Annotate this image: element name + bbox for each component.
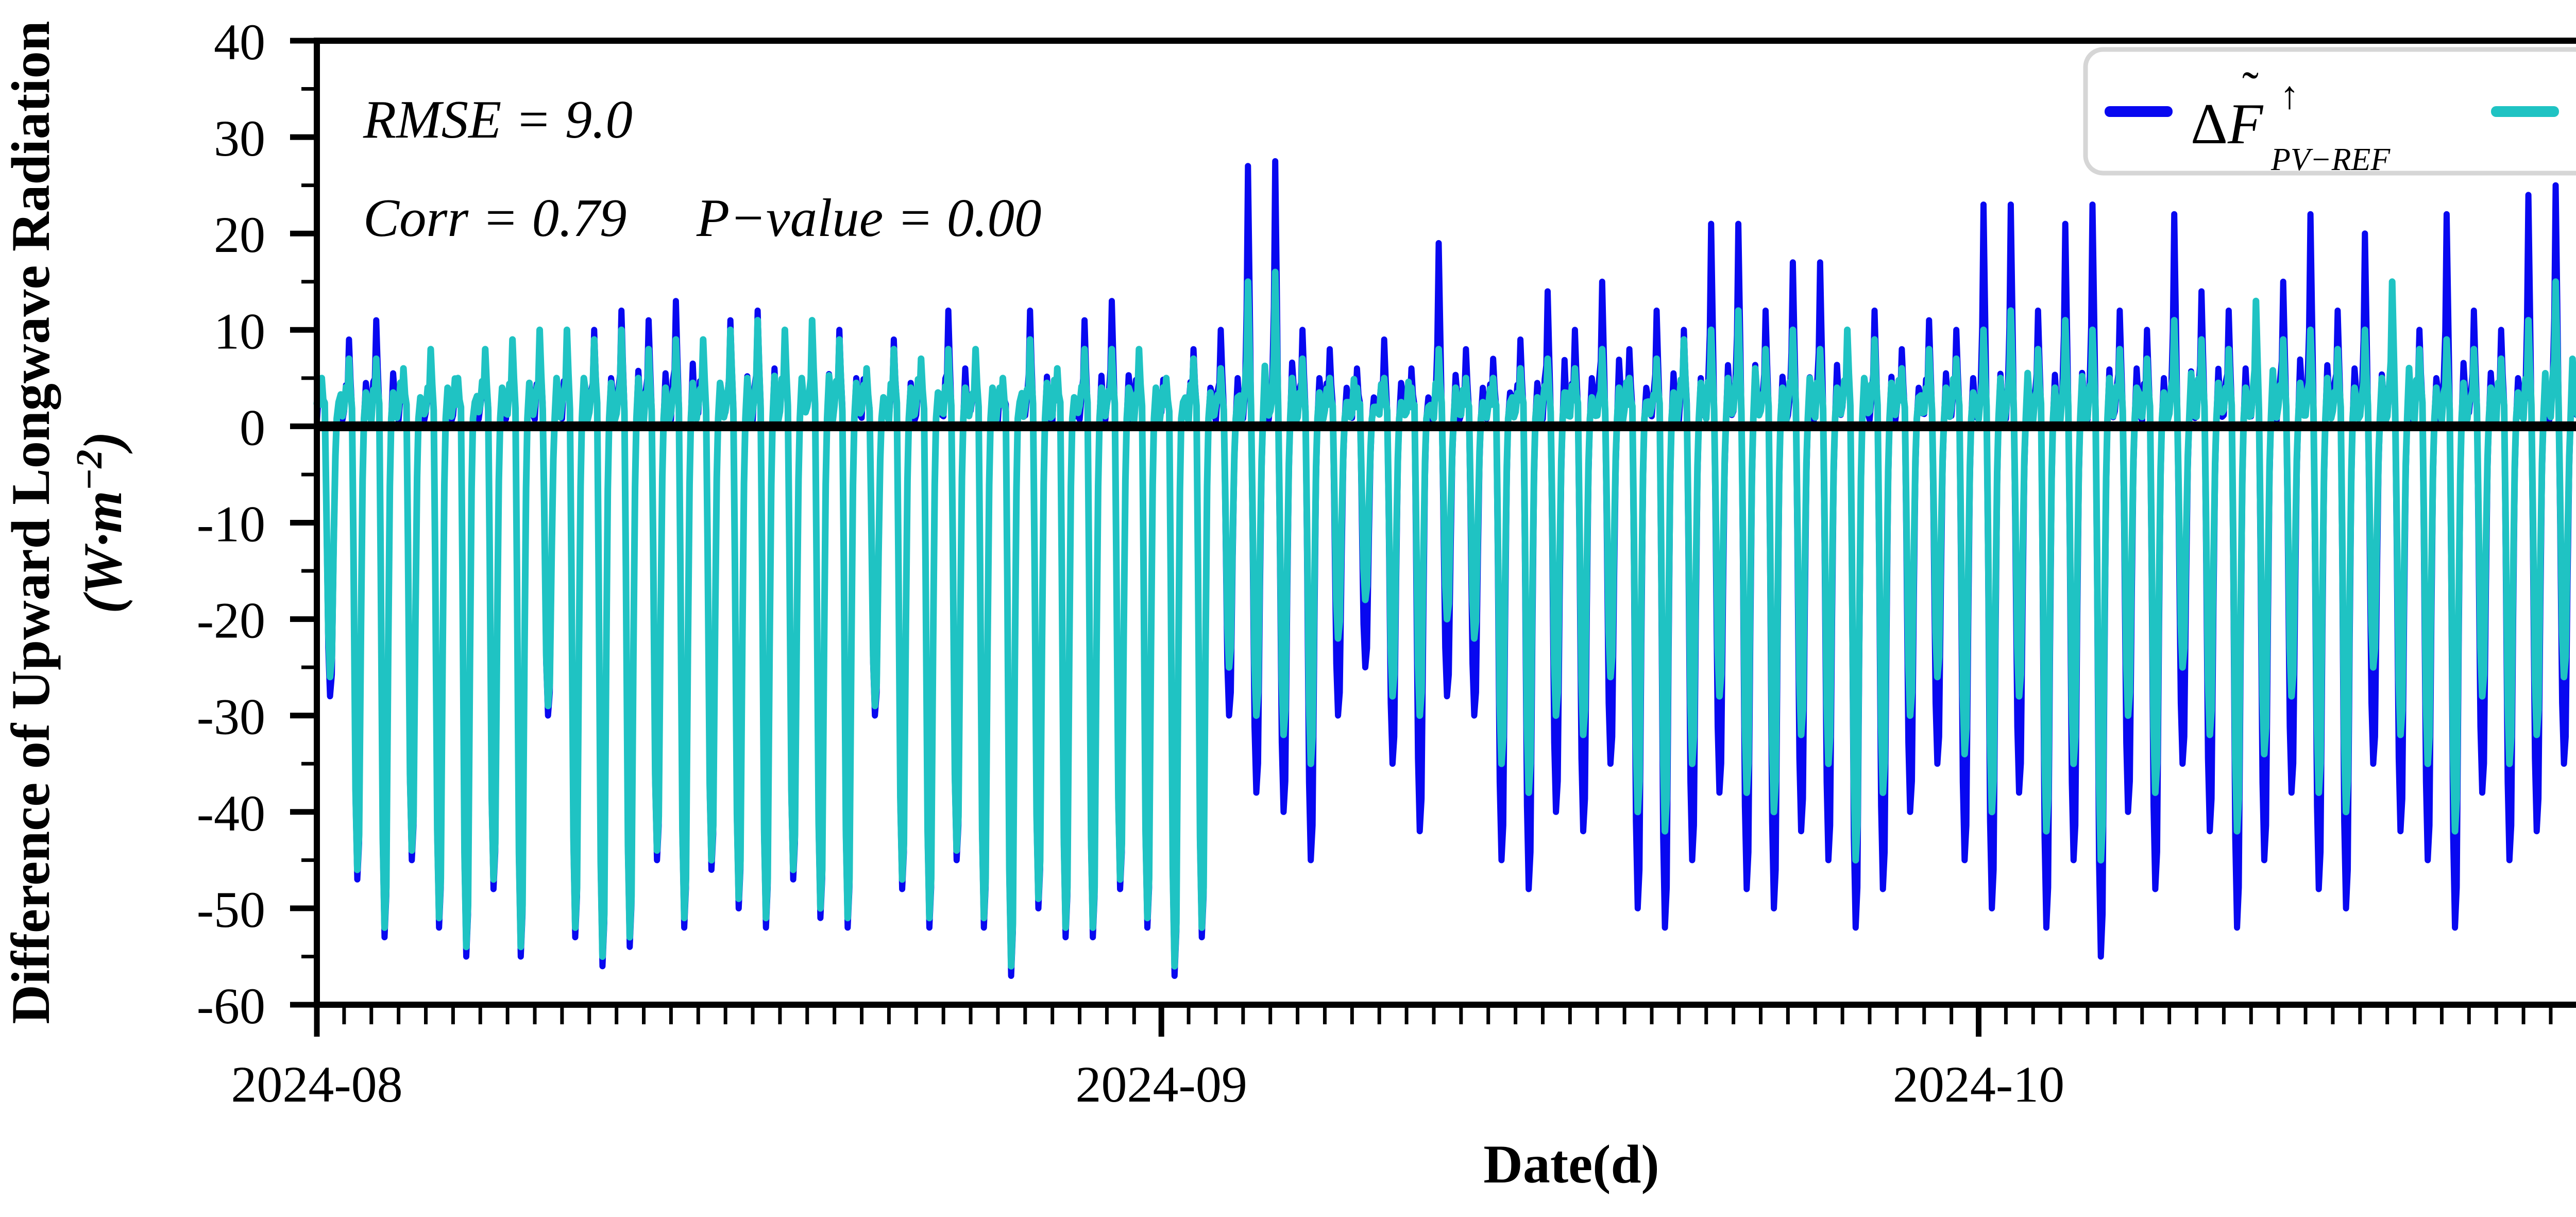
legend: ΔF ˜ ↑ PV−REF ΔF ↑ PV−REF: [2083, 47, 2576, 177]
y-tick-label: 40: [214, 13, 265, 71]
y-axis-tick-labels: 40 30 20 10 0 -10 -20 -30 -40 -50 -60: [197, 13, 265, 1035]
y-tick-label: -50: [197, 881, 265, 938]
legend-label-series1-arrow: ↑: [2280, 74, 2299, 117]
legend-swatch-series1: [2105, 106, 2173, 117]
corr-annotation: Corr = 0.79: [363, 188, 626, 248]
rmse-annotation: RMSE = 9.0: [363, 89, 633, 149]
y-tick-label: -10: [197, 496, 265, 553]
y-tick-label: 20: [214, 206, 265, 263]
legend-label-series1: ΔF: [2191, 92, 2264, 156]
x-tick-label: 2024-10: [1893, 1056, 2064, 1113]
pvalue-annotation: P−value = 0.00: [696, 188, 1041, 248]
x-axis-major-ticks: [314, 1005, 1982, 1037]
x-axis-title: Date(d): [1483, 1134, 1659, 1194]
x-tick-label: 2024-09: [1076, 1056, 1247, 1113]
y-tick-label: 10: [214, 302, 265, 360]
line-series-delta_F_up_PV_REF: [313, 268, 2576, 970]
y-tick-label: -20: [197, 592, 265, 649]
series-lines: [313, 158, 2576, 979]
y-tick-label: -60: [197, 977, 265, 1035]
x-tick-label: 2024-08: [231, 1056, 402, 1113]
legend-box: [2083, 47, 2576, 176]
y-axis-title-line1: Difference of Upward Longwave Radiation: [1, 21, 61, 1024]
y-tick-label: 30: [214, 110, 265, 167]
x-axis-minor-ticks: [342, 1005, 2553, 1024]
y-tick-label: -40: [197, 785, 265, 842]
y-axis-major-ticks: [290, 38, 317, 1008]
x-axis-tick-labels: 2024-08 2024-09 2024-10: [231, 1056, 2064, 1113]
y-tick-label: 0: [240, 399, 265, 456]
legend-swatch-series2: [2491, 106, 2559, 117]
legend-label-series1-subscript: PV−REF: [2270, 142, 2391, 177]
plot-border: [314, 38, 2576, 1008]
legend-label-series1-tilde: ˜: [2242, 61, 2259, 116]
y-tick-label: -30: [197, 688, 265, 746]
y-axis-title-line2: (W·m−2): [69, 431, 133, 613]
